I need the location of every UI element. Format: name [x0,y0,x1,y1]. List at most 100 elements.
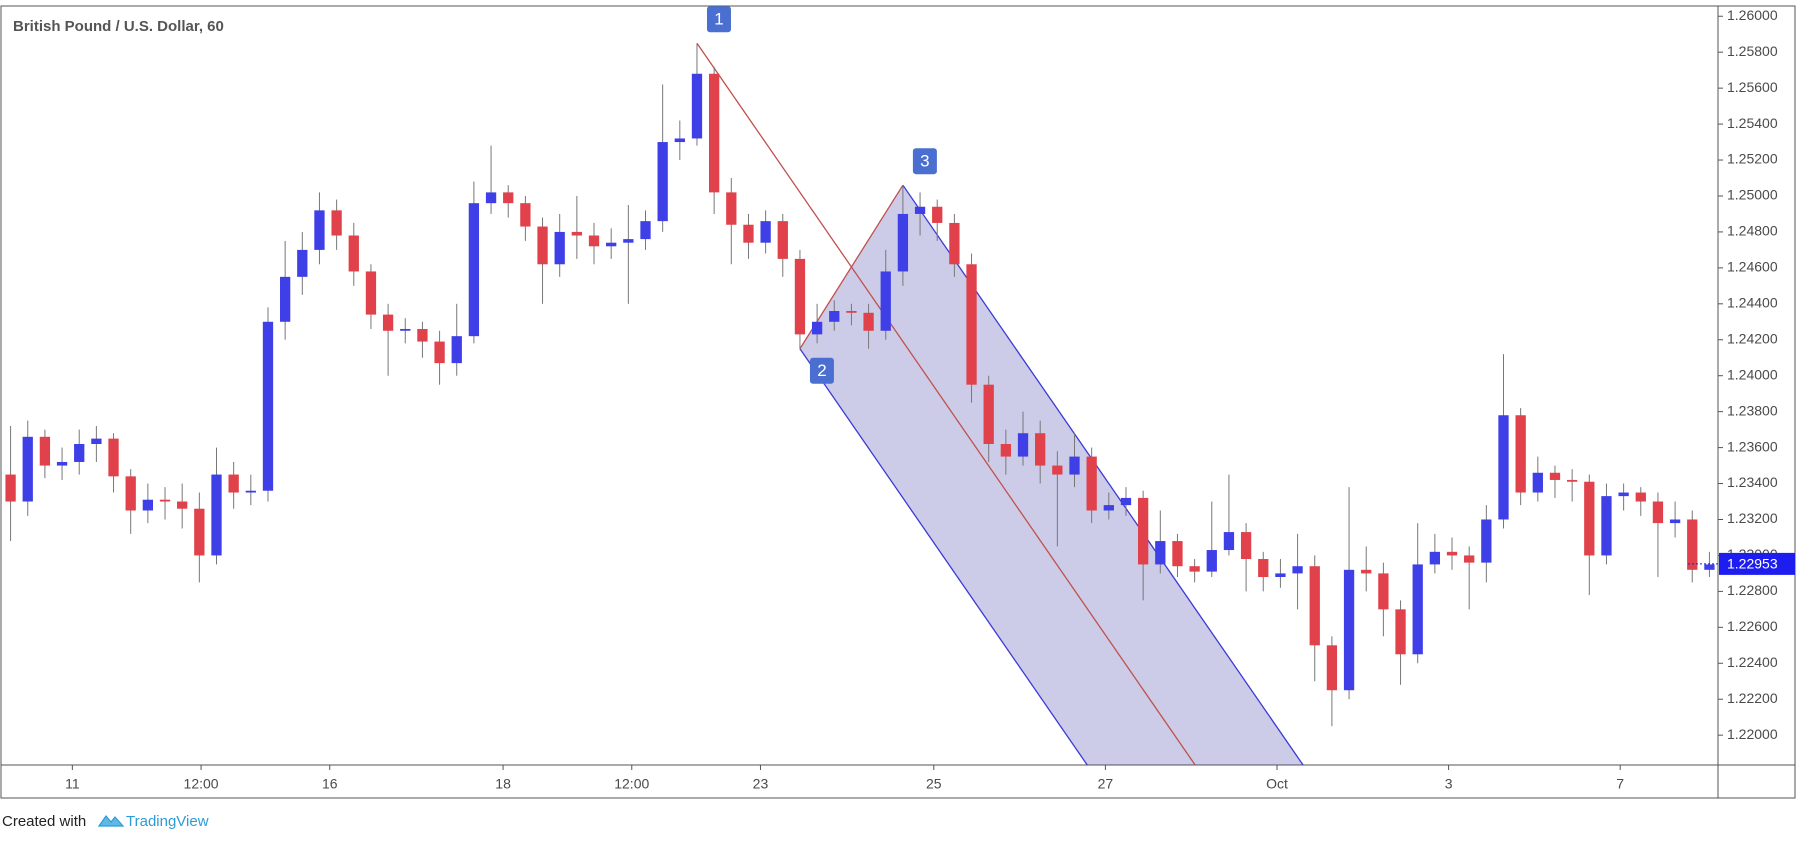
channel-fill [799,185,1304,765]
x-tick-label: 18 [495,776,511,792]
x-tick-label: 27 [1098,776,1114,792]
candle-body [1464,555,1475,563]
candle-body [623,239,634,243]
candle-body [571,231,583,236]
y-tick-label: 1.24200 [1727,330,1778,346]
y-tick-label: 1.22000 [1727,726,1778,742]
candle-body [726,192,737,225]
candle-body [983,384,994,445]
y-tick-label: 1.25400 [1727,115,1778,131]
candle-body [760,221,771,243]
x-tick-label: 12:00 [614,776,649,792]
last-price-box [1719,552,1795,575]
candle-body [194,508,205,556]
candle-body [657,142,668,222]
y-tick-label: 1.24000 [1727,366,1778,382]
candle-body [1498,415,1509,520]
candle-body [640,221,651,240]
candle-body [314,210,325,250]
candle-body [142,499,154,511]
y-tick-label: 1.22800 [1727,582,1778,598]
candle-body [1052,465,1063,475]
candle-body [1292,566,1303,574]
candle-body [811,321,823,335]
candle-body [1566,479,1578,482]
axes: 1.220001.222001.224001.226001.228001.230… [65,7,1778,792]
footer-prefix: Created with [2,813,86,830]
candle-body [1601,496,1612,556]
candle-body [897,213,909,272]
candle-body [1017,433,1029,457]
candle-body [159,499,171,502]
y-tick-label: 1.22400 [1727,654,1778,670]
y-tick-label: 1.23600 [1727,438,1778,454]
y-tick-label: 1.25600 [1727,79,1778,95]
y-tick-label: 1.26000 [1727,7,1778,23]
candle-body [1309,566,1320,646]
candle-body [1223,532,1235,551]
candle-body [22,436,33,502]
candle-body [1446,551,1458,556]
annotation-label: 1 [714,10,723,29]
candle-body [125,476,136,511]
y-tick-label: 1.24600 [1727,259,1778,275]
candle-body [1240,532,1252,560]
candle-body [1035,433,1046,466]
candle-body [5,474,16,502]
candle-body [108,438,119,477]
candle-body [1532,472,1543,493]
candle-body [245,490,256,493]
candle-body [606,242,617,247]
candle-body [1635,492,1646,502]
candle-body [1086,456,1097,511]
candle-body [177,501,188,509]
candle-body [348,235,359,272]
candle-body [794,258,806,335]
candle-body [1549,472,1561,480]
y-tick-label: 1.22600 [1727,618,1778,634]
candle-body [1687,519,1698,570]
candle-body [331,210,342,236]
candle-body [708,73,720,193]
y-tick-label: 1.23800 [1727,402,1778,418]
x-tick-label: 12:00 [184,776,219,792]
candle-body [468,203,480,337]
annotation-label: 3 [920,152,929,171]
channel-lower [799,348,1089,765]
candle-body [537,226,548,265]
candle-body [674,138,685,143]
annotation-box [809,357,834,384]
candle-body [777,221,788,259]
candle-body [691,73,703,139]
candle-body [743,224,754,243]
candle-body [914,206,926,214]
x-tick-label: 3 [1445,776,1453,792]
candle-body [554,231,565,265]
y-tick-label: 1.24400 [1727,295,1778,311]
candle-body [1669,519,1681,524]
candle-body [1343,569,1355,691]
footer-brand[interactable]: TradingView [126,813,209,830]
candle-body [1172,541,1183,567]
candle-body [1258,559,1269,578]
candle-body [520,203,531,227]
candle-body [1189,566,1200,572]
candle-body [91,438,102,445]
candle-body [949,222,960,265]
candle-body [279,276,291,322]
chart-frame [0,5,1796,799]
candle-body [262,321,274,491]
candle-body [932,206,943,223]
chart-title: British Pound / U.S. Dollar, 60 [13,18,224,35]
candle-body [400,328,411,331]
candle-body [863,312,874,331]
candle-body [39,436,51,466]
x-tick-label: 11 [65,776,80,792]
candle-body [503,192,514,204]
candle-body [1361,569,1372,574]
y-tick-label: 1.25800 [1727,43,1778,59]
candle-body [451,336,462,364]
tradingview-logo [97,815,125,827]
